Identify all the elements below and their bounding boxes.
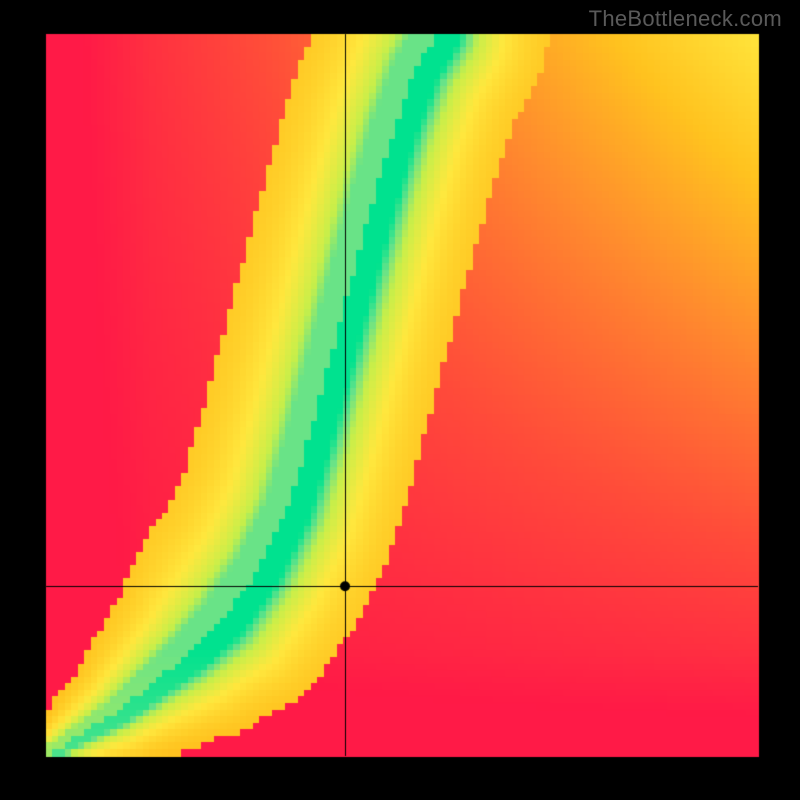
bottleneck-heatmap-figure: { "source_label": "TheBottleneck.com", "… bbox=[0, 0, 800, 800]
watermark-source-label: TheBottleneck.com bbox=[589, 6, 782, 32]
crosshair-overlay bbox=[0, 0, 800, 800]
